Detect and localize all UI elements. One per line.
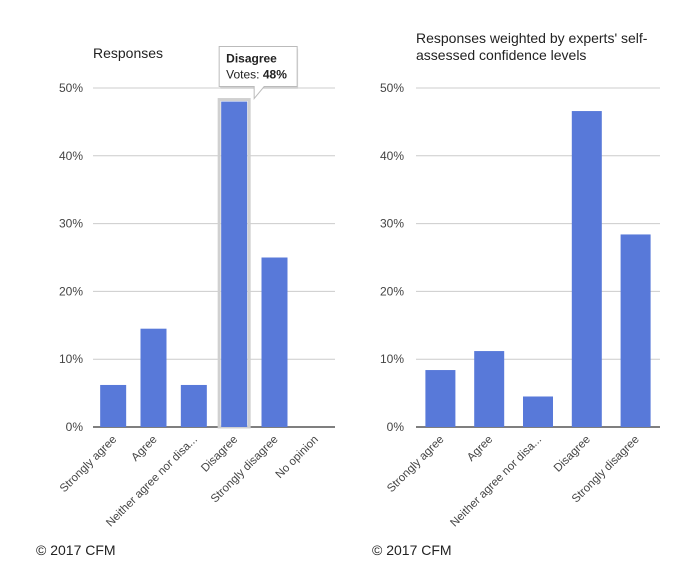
bar[interactable]	[571, 111, 602, 427]
y-tick-label: 30%	[59, 217, 83, 231]
y-tick-label: 40%	[380, 149, 404, 163]
y-tick-label: 0%	[387, 420, 405, 434]
chart-title-line: Responses weighted by experts' self-	[416, 30, 648, 46]
x-tick-label: Strongly agree	[385, 434, 446, 495]
y-tick-label: 50%	[59, 81, 83, 95]
y-tick-label: 40%	[59, 149, 83, 163]
y-tick-label: 10%	[59, 352, 83, 366]
bar[interactable]	[180, 384, 207, 427]
bar[interactable]	[620, 234, 651, 427]
x-tick-label: Agree	[129, 434, 159, 464]
bar[interactable]	[140, 328, 167, 427]
x-tick-label: Disagree	[199, 434, 240, 475]
bar[interactable]	[261, 257, 288, 428]
tooltip-box	[218, 46, 298, 100]
x-tick-label: No opinion	[274, 434, 321, 481]
bar[interactable]	[523, 396, 553, 427]
y-tick-label: 30%	[380, 217, 404, 231]
responses-chart: Responses 0% 10% 20% 30% 40% 50% Strongly agree…	[36, 45, 335, 558]
y-tick-label: 20%	[380, 284, 404, 298]
chart-title: Responses	[93, 45, 163, 61]
copyright-footer: © 2017 CFM	[372, 542, 452, 558]
x-tick-label: Agree	[465, 434, 495, 464]
y-tick-label: 10%	[380, 352, 404, 366]
weighted-responses-chart: Responses weighted by experts' self-asse…	[372, 30, 660, 558]
x-tick-label: Strongly disagree	[209, 434, 281, 506]
bar[interactable]	[221, 101, 248, 427]
x-tick-label: Neither agree nor disa...	[448, 434, 544, 530]
chart-title-line: assessed confidence levels	[416, 47, 586, 63]
copyright-footer: © 2017 CFM	[36, 542, 116, 558]
tooltip-value: Votes: 48%	[226, 68, 287, 82]
bar[interactable]	[100, 384, 127, 427]
bar[interactable]	[474, 351, 505, 427]
x-tick-label: Strongly agree	[58, 434, 119, 495]
y-tick-label: 20%	[59, 284, 83, 298]
tooltip-title: Disagree	[226, 52, 277, 66]
bar[interactable]	[425, 370, 456, 427]
y-tick-label: 50%	[380, 81, 404, 95]
tooltip: Disagree Votes: 48%	[218, 46, 299, 100]
y-tick-label: 0%	[66, 420, 84, 434]
x-tick-label: Disagree	[552, 434, 593, 475]
